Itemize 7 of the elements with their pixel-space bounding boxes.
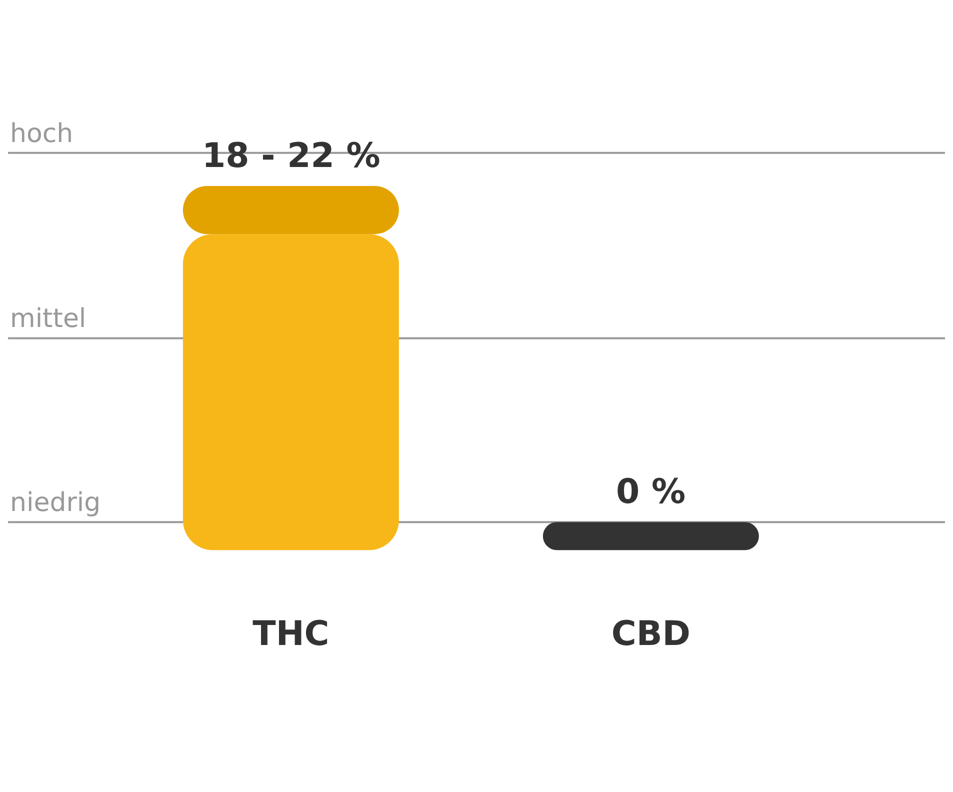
ref-line-label: mittel xyxy=(10,304,86,334)
text: 18 - 22 % xyxy=(202,136,380,176)
ref-line-label: niedrig xyxy=(10,488,101,518)
annotation: 0 % xyxy=(616,472,686,512)
x-tick-label: THC xyxy=(252,614,330,654)
ref-line-label: hoch xyxy=(10,119,74,149)
x-tick-label: CBD xyxy=(611,614,690,654)
